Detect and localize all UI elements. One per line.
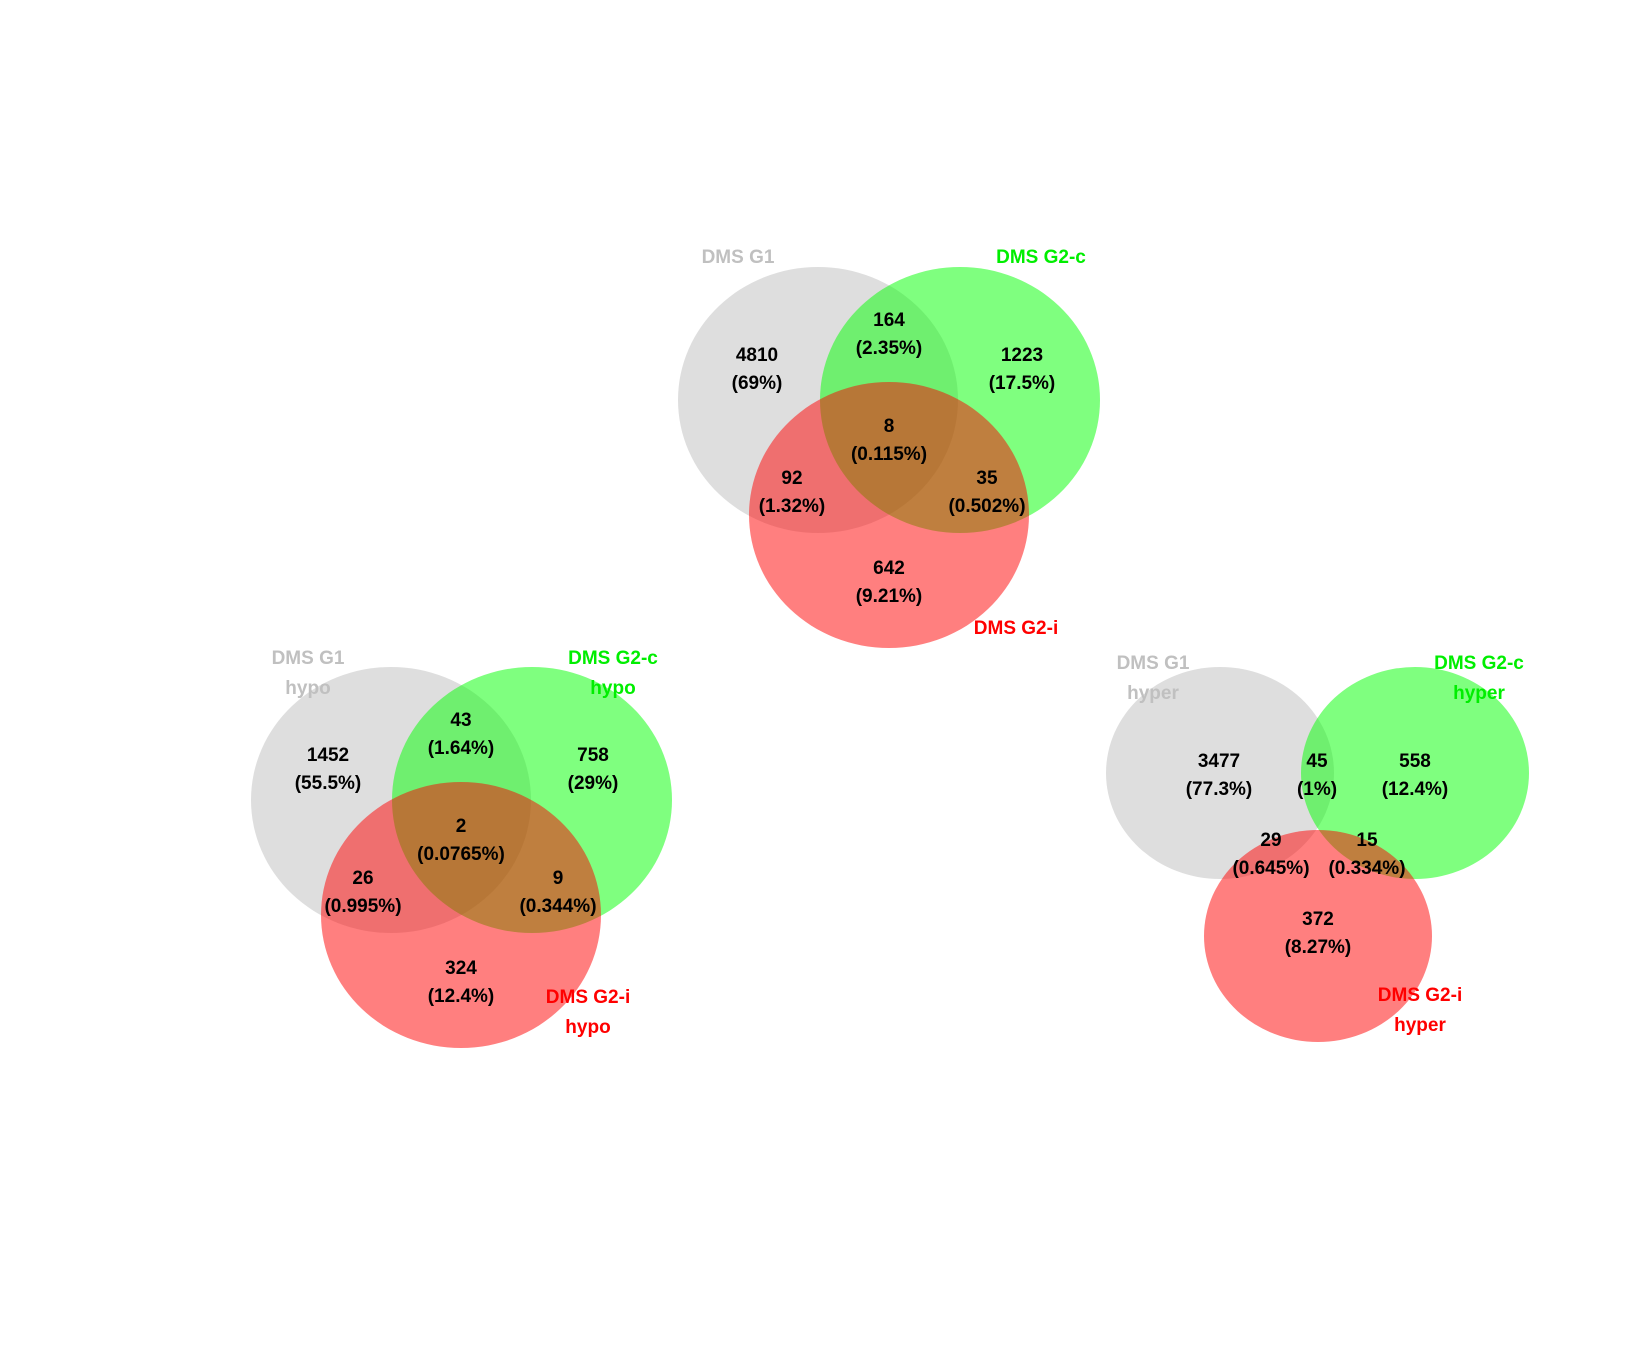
region-g2c-g2i: 35 (0.502%): [948, 468, 1025, 517]
venn-all: DMS G1 DMS G2-c DMS G2-i 4810 (69%) 164 …: [678, 247, 1100, 648]
region-g2c-only: 558 (12.4%): [1382, 751, 1449, 800]
set-label-dms-g1-hypo: DMS G1: [272, 648, 345, 669]
region-percent: (0.645%): [1232, 858, 1309, 879]
region-percent: (0.502%): [948, 496, 1025, 517]
region-percent: (69%): [732, 373, 783, 394]
region-g1-g2c: 164 (2.35%): [856, 310, 923, 359]
region-count: 15: [1356, 830, 1378, 851]
region-g2c-g2i: 15 (0.334%): [1328, 830, 1405, 879]
region-percent: (17.5%): [989, 373, 1056, 394]
region-count: 164: [873, 310, 905, 331]
region-g2i-only: 324 (12.4%): [428, 958, 495, 1007]
region-percent: (8.27%): [1285, 937, 1352, 958]
region-count: 29: [1260, 830, 1281, 851]
set-label-dms-g2c-hyper: DMS G2-c: [1434, 653, 1524, 674]
region-count: 372: [1302, 909, 1334, 930]
region-count: 2: [456, 816, 467, 837]
region-percent: (0.0765%): [417, 844, 505, 865]
set-label-dms-g2c-hypo: DMS G2-c: [568, 648, 658, 669]
region-count: 8: [884, 416, 895, 437]
region-percent: (1.64%): [428, 738, 495, 759]
region-count: 43: [450, 710, 471, 731]
region-g1-only: 1452 (55.5%): [295, 745, 362, 794]
region-percent: (55.5%): [295, 773, 362, 794]
region-count: 92: [781, 468, 802, 489]
region-g1-g2i: 92 (1.32%): [759, 468, 826, 517]
region-percent: (0.995%): [324, 896, 401, 917]
region-g1-g2c: 43 (1.64%): [428, 710, 495, 759]
region-g2c-only: 758 (29%): [568, 745, 619, 794]
region-count: 9: [553, 868, 564, 889]
region-count: 1452: [307, 745, 349, 766]
region-g1-g2i: 26 (0.995%): [324, 868, 401, 917]
set-label-dms-g2c: DMS G2-c: [996, 247, 1086, 268]
region-percent: (9.21%): [856, 586, 923, 607]
region-count: 758: [577, 745, 609, 766]
set-circle-dms-g2i-hypo: [321, 782, 601, 1048]
venn-hyper: DMS G1 hyper DMS G2-c hyper DMS G2-i hyp…: [1106, 653, 1529, 1042]
region-count: 45: [1306, 751, 1328, 772]
region-g1-g2i: 29 (0.645%): [1232, 830, 1309, 879]
set-circle-dms-g2i-hyper: [1204, 830, 1432, 1042]
region-g2c-g2i: 9 (0.344%): [519, 868, 596, 917]
region-percent: (0.115%): [851, 444, 927, 465]
region-count: 558: [1399, 751, 1431, 772]
set-sublabel-dms-g2i-hypo: hypo: [565, 1017, 610, 1038]
set-sublabel-dms-g1-hyper: hyper: [1127, 683, 1179, 704]
set-circle-dms-g1-hyper: [1106, 667, 1334, 879]
set-label-dms-g1: DMS G1: [702, 247, 775, 268]
set-label-dms-g2i: DMS G2-i: [974, 618, 1058, 639]
region-percent: (1%): [1297, 779, 1337, 800]
region-count: 4810: [736, 345, 778, 366]
region-all-three: 8 (0.115%): [851, 416, 927, 465]
region-all-three: 2 (0.0765%): [417, 816, 505, 865]
region-count: 35: [976, 468, 998, 489]
region-count: 642: [873, 558, 905, 579]
region-g1-only: 4810 (69%): [732, 345, 783, 394]
venn-hypo: DMS G1 hypo DMS G2-c hypo DMS G2-i hypo …: [251, 648, 672, 1048]
region-g2i-only: 372 (8.27%): [1285, 909, 1352, 958]
set-label-dms-g2i-hyper: DMS G2-i: [1378, 985, 1462, 1006]
set-circle-dms-g2i: [749, 382, 1029, 648]
region-g1-only: 3477 (77.3%): [1186, 751, 1253, 800]
region-percent: (0.334%): [1328, 858, 1405, 879]
region-percent: (77.3%): [1186, 779, 1253, 800]
region-count: 1223: [1001, 345, 1043, 366]
set-sublabel-dms-g2c-hyper: hyper: [1453, 683, 1505, 704]
region-g1-g2c: 45 (1%): [1297, 751, 1337, 800]
region-count: 26: [352, 868, 373, 889]
region-percent: (12.4%): [1382, 779, 1449, 800]
region-percent: (29%): [568, 773, 619, 794]
set-label-dms-g1-hyper: DMS G1: [1117, 653, 1190, 674]
region-percent: (12.4%): [428, 986, 495, 1007]
set-label-dms-g2i-hypo: DMS G2-i: [546, 987, 630, 1008]
region-g2c-only: 1223 (17.5%): [989, 345, 1056, 394]
set-circle-dms-g2c-hyper: [1301, 667, 1529, 879]
region-g2i-only: 642 (9.21%): [856, 558, 923, 607]
region-percent: (2.35%): [856, 338, 923, 359]
set-sublabel-dms-g2c-hypo: hypo: [590, 678, 635, 699]
region-percent: (0.344%): [519, 896, 596, 917]
set-sublabel-dms-g2i-hyper: hyper: [1394, 1015, 1446, 1036]
region-percent: (1.32%): [759, 496, 826, 517]
region-count: 324: [445, 958, 477, 979]
region-count: 3477: [1198, 751, 1240, 772]
set-sublabel-dms-g1-hypo: hypo: [285, 678, 330, 699]
